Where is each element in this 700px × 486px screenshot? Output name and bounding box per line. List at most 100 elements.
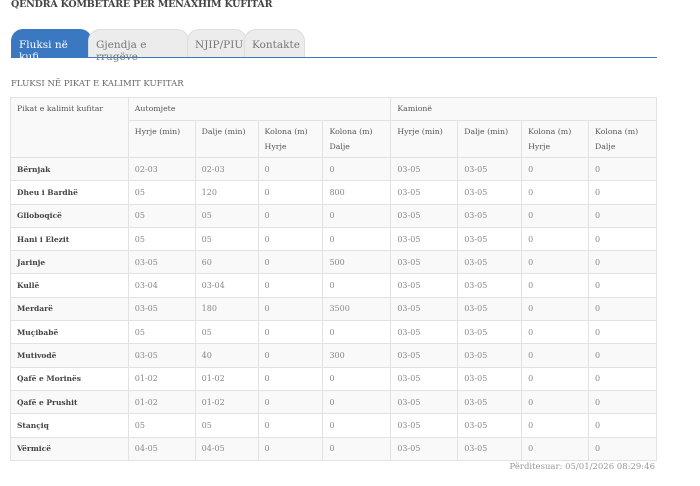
- cell-value: 0: [521, 366, 590, 391]
- cell-value: 03-05: [457, 156, 523, 182]
- table-row: Qafë e Prushit 01-02 01-02 0 0 03-05 03-05 0 0: [10, 389, 657, 415]
- cell-value: 03-05: [390, 203, 459, 228]
- cell-value: 03-05: [390, 296, 459, 322]
- cell-value: 03-05: [457, 203, 523, 228]
- header-group-vehicles: Automjete: [127, 97, 392, 121]
- cell-value: 0: [588, 436, 657, 461]
- cell-value: 03-05: [457, 436, 523, 461]
- cell-value: 0: [322, 226, 392, 252]
- cell-value: 0: [322, 203, 392, 228]
- cell-value: 0: [257, 413, 324, 438]
- cell-value: 03-05: [457, 389, 523, 415]
- cell-value: 0: [521, 296, 590, 322]
- cell-value: 03-05: [457, 296, 523, 322]
- table-row: Qafë e Morinës 01-02 01-02 0 0 03-05 03-05 0 0: [10, 366, 657, 391]
- table-row: Mutivodë 03-05 40 0 300 03-05 03-05 0 0: [10, 343, 657, 368]
- cell-value: 03-05: [390, 366, 459, 391]
- cell-value: 03-05: [390, 436, 459, 461]
- tab-gjendja[interactable]: Gjendja e rrugëve: [88, 29, 189, 63]
- cell-value: 0: [588, 203, 657, 228]
- column-header: Hyrje (min): [390, 120, 459, 158]
- cell-value: 3500: [322, 296, 392, 322]
- tab-bar: Fluksi në kufi Gjendja e rrugëve NJIP/PI…: [11, 29, 657, 63]
- cell-value: 0: [257, 296, 324, 322]
- cell-value: 03-05: [457, 413, 523, 438]
- cell-value: 03-05: [390, 320, 459, 345]
- cell-value: 05: [194, 413, 259, 438]
- table-row: Bërnjak 02-03 02-03 0 0 03-05 03-05 0 0: [10, 156, 657, 182]
- cell-value: 300: [322, 343, 392, 368]
- cell-value: 0: [257, 250, 324, 275]
- cell-value: 03-05: [457, 320, 523, 345]
- cell-value: 05: [194, 226, 259, 252]
- cell-value: 40: [194, 343, 259, 368]
- table-row: Jarinje 03-05 60 0 500 03-05 03-05 0 0: [10, 250, 657, 275]
- section-title: FLUKSI NË PIKAT E KALIMIT KUFITAR: [11, 79, 184, 89]
- cell-value: 60: [194, 250, 259, 275]
- cell-value: 05: [127, 180, 196, 205]
- cell-value: 0: [521, 273, 590, 298]
- table-row: Vërmicë 04-05 04-05 0 0 03-05 03-05 0 0: [10, 436, 657, 461]
- cell-value: 0: [521, 389, 590, 415]
- cell-value: 05: [127, 203, 196, 228]
- table-row: Hani i Elezit 05 05 0 0 03-05 03-05 0 0: [10, 226, 657, 252]
- cell-value: 0: [588, 296, 657, 322]
- cell-value: 800: [322, 180, 392, 205]
- cell-value: 0: [322, 389, 392, 415]
- cell-value: 0: [588, 343, 657, 368]
- crossing-name: Muçibabë: [10, 320, 129, 345]
- column-header: Kolona (m) Hyrje: [521, 120, 590, 158]
- cell-value: 0: [521, 320, 590, 345]
- cell-value: 0: [257, 273, 324, 298]
- cell-value: 0: [322, 320, 392, 345]
- cell-value: 03-05: [457, 250, 523, 275]
- cell-value: 03-05: [390, 413, 459, 438]
- tab-njip[interactable]: NJIP/PIU: [187, 29, 247, 57]
- cell-value: 01-02: [127, 389, 196, 415]
- cell-value: 0: [257, 436, 324, 461]
- crossing-name: Qafë e Prushit: [10, 389, 129, 415]
- cell-value: 0: [521, 413, 590, 438]
- cell-value: 03-05: [390, 389, 459, 415]
- cell-value: 03-05: [457, 180, 523, 205]
- table-row: Merdarë 03-05 180 0 3500 03-05 03-05 0 0: [10, 296, 657, 322]
- cell-value: 01-02: [194, 389, 259, 415]
- cell-value: 0: [257, 366, 324, 391]
- cell-value: 03-05: [457, 343, 523, 368]
- cell-value: 0: [588, 320, 657, 345]
- cell-value: 03-05: [127, 296, 196, 322]
- cell-value: 03-05: [127, 250, 196, 275]
- cell-value: 03-05: [390, 156, 459, 182]
- cell-value: 0: [322, 413, 392, 438]
- column-header: Kolona (m) Dalje: [588, 120, 657, 158]
- column-header: Hyrje (min): [127, 120, 196, 158]
- cell-value: 04-05: [194, 436, 259, 461]
- crossing-name: Hani i Elezit: [10, 226, 129, 252]
- table-row: Stançiq 05 05 0 0 03-05 03-05 0 0: [10, 413, 657, 438]
- cell-value: 0: [588, 389, 657, 415]
- cell-value: 03-05: [390, 343, 459, 368]
- table-row: Glloboqicë 05 05 0 0 03-05 03-05 0 0: [10, 203, 657, 228]
- cell-value: 03-05: [457, 366, 523, 391]
- cell-value: 03-05: [457, 226, 523, 252]
- cell-value: 04-05: [127, 436, 196, 461]
- column-header: Kolona (m) Hyrje: [257, 120, 324, 158]
- cell-value: 0: [257, 180, 324, 205]
- cell-value: 0: [257, 320, 324, 345]
- cell-value: 0: [588, 366, 657, 391]
- crossing-name: Dheu i Bardhë: [10, 180, 129, 205]
- cell-value: 03-05: [390, 273, 459, 298]
- cell-value: 0: [588, 273, 657, 298]
- cell-value: 180: [194, 296, 259, 322]
- cell-value: 0: [588, 156, 657, 182]
- tab-fluksi[interactable]: Fluksi në kufi: [11, 29, 92, 63]
- cell-value: 0: [588, 413, 657, 438]
- crossing-name: Kullë: [10, 273, 129, 298]
- cell-value: 05: [194, 203, 259, 228]
- cell-value: 0: [257, 156, 324, 182]
- crossing-name: Vërmicë: [10, 436, 129, 461]
- column-header: Dalje (min): [457, 120, 523, 158]
- tab-kontakte[interactable]: Kontakte: [244, 29, 305, 57]
- cell-value: 0: [521, 343, 590, 368]
- cell-value: 0: [322, 273, 392, 298]
